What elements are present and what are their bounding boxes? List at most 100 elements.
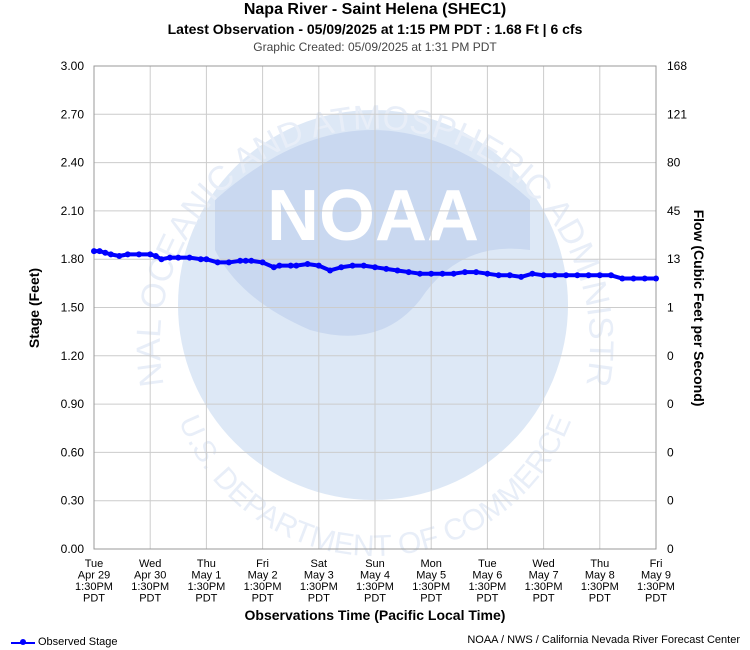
x-tick-label: Mon May 5 1:30PM PDT: [412, 558, 450, 605]
y2-tick-label: 45: [667, 204, 681, 218]
y-tick-label: 2.10: [61, 204, 85, 218]
x-tick-label-line: PDT: [252, 593, 274, 605]
data-point: [405, 269, 412, 276]
x-tick-label-line: Sun: [365, 558, 385, 570]
noaa-watermark: NOAA NATIONAL OCEANIC AND ATMOSPHERIC AD…: [0, 0, 620, 563]
x-tick-label-line: Tue: [85, 558, 104, 570]
x-tick-label-line: PDT: [139, 593, 161, 605]
data-point: [158, 256, 165, 263]
data-point: [529, 270, 536, 277]
data-point: [338, 264, 345, 271]
x-tick-label-line: Apr 29: [78, 570, 110, 582]
data-point: [259, 259, 266, 266]
data-point: [116, 252, 123, 259]
data-point: [383, 265, 390, 272]
x-tick-label-line: 1:30PM: [581, 581, 619, 593]
y2-tick-label: 0: [667, 542, 674, 556]
y-tick-label: 1.80: [61, 252, 85, 266]
x-tick-label-line: 1:30PM: [525, 581, 563, 593]
y-tick-label: 2.40: [61, 156, 85, 170]
plot-border: [93, 65, 657, 550]
x-tick-label-line: Tue: [478, 558, 497, 570]
y2-tick-label: 0: [667, 349, 674, 363]
x-tick-label-line: 1:30PM: [75, 581, 113, 593]
data-point: [175, 254, 182, 261]
data-point: [96, 248, 103, 255]
x-tick-label-line: PDT: [589, 593, 611, 605]
y2-tick-label: 0: [667, 397, 674, 411]
x-tick-label-line: 1:30PM: [244, 581, 282, 593]
y-tick-label: 0.60: [61, 445, 85, 459]
data-point: [124, 251, 131, 258]
data-point: [585, 272, 592, 279]
data-point: [653, 275, 659, 282]
x-tick-label: Wed Apr 30 1:30PM PDT: [131, 558, 169, 605]
x-tick-label-line: May 7: [529, 570, 559, 582]
x-tick-label-line: PDT: [476, 593, 498, 605]
legend-swatch-icon: [10, 636, 36, 648]
watermark-bird-shape: [215, 130, 530, 336]
data-point: [596, 272, 603, 279]
x-tick-label: Fri May 2 1:30PM PDT: [244, 558, 282, 605]
data-point: [135, 251, 142, 258]
x-tick-label-line: 1:30PM: [300, 581, 338, 593]
data-point: [495, 272, 502, 279]
y-tick-label: 0.30: [61, 494, 85, 508]
data-point: [91, 248, 97, 255]
x-tick-label: Thu May 1 1:30PM PDT: [187, 558, 225, 605]
y2-tick-label: 121: [667, 107, 687, 121]
x-tick-label-line: May 8: [585, 570, 615, 582]
y2-tick-label: 0: [667, 494, 674, 508]
data-point: [574, 272, 581, 279]
y-tick-label: 0.00: [61, 542, 85, 556]
data-point: [214, 259, 221, 266]
y2-tick-label: 0: [667, 445, 674, 459]
chart-title: Napa River - Saint Helena (SHEC1): [243, 1, 507, 18]
x-tick-label-line: May 9: [641, 570, 671, 582]
x-tick-label-line: PDT: [83, 593, 105, 605]
data-point: [293, 262, 300, 269]
y-tick-label: 1.20: [61, 349, 85, 363]
x-tick-label-line: Wed: [139, 558, 161, 570]
x-tick-label-line: 1:30PM: [637, 581, 675, 593]
y-tick-label: 0.90: [61, 397, 85, 411]
data-point: [107, 251, 114, 258]
data-point: [197, 256, 204, 263]
x-tick-label-line: Fri: [256, 558, 269, 570]
data-point: [237, 257, 244, 264]
data-point: [242, 257, 249, 264]
x-tick-label-line: Wed: [532, 558, 554, 570]
x-tick-label-line: May 3: [304, 570, 334, 582]
x-tick-label-line: Fri: [650, 558, 663, 570]
x-tick-label-line: May 6: [472, 570, 502, 582]
x-tick-label-line: May 5: [416, 570, 446, 582]
data-point: [506, 272, 513, 279]
x-tick-label-line: May 2: [248, 570, 278, 582]
grid: [93, 65, 657, 550]
x-tick-label: Sun May 4 1:30PM PDT: [356, 558, 394, 605]
y-axis-label: Stage (Feet): [26, 268, 42, 348]
data-point: [276, 262, 283, 269]
series-layer: [91, 248, 659, 282]
data-point: [428, 270, 435, 277]
data-point: [360, 262, 367, 269]
data-point: [327, 267, 334, 274]
data-point: [540, 272, 547, 279]
x-tick-label-line: Thu: [197, 558, 216, 570]
data-point: [439, 270, 446, 277]
y2-tick-label: 13: [667, 252, 681, 266]
y2-tick-label: 1: [667, 301, 674, 315]
data-point: [152, 252, 159, 259]
graphic-created: Graphic Created: 05/09/2025 at 1:31 PM P…: [253, 40, 497, 54]
data-point: [473, 269, 480, 276]
data-point: [147, 251, 154, 258]
data-point: [619, 275, 626, 282]
y-tick-label: 1.50: [61, 301, 85, 315]
y-tick-label: 2.70: [61, 107, 85, 121]
x-tick-label-line: May 4: [360, 570, 390, 582]
data-point: [203, 256, 210, 263]
data-point: [416, 270, 423, 277]
data-point: [349, 262, 356, 269]
data-point: [304, 261, 311, 268]
data-point: [450, 270, 457, 277]
